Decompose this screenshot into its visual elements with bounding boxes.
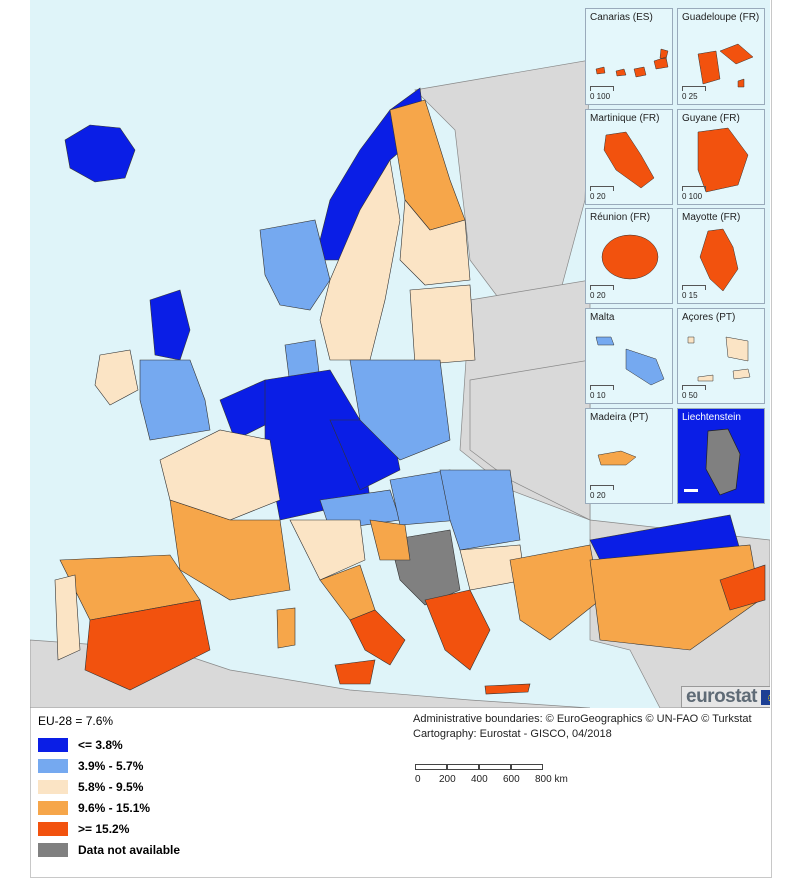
inset-madeira-shape	[597, 450, 637, 466]
map-legend: EU-28 = 7.6% <= 3.8% 3.9% - 5.7% 5.8% - 9.…	[38, 714, 180, 860]
inset-canarias-title: Canarias (ES)	[590, 12, 653, 23]
scale-tick-label: 400	[471, 774, 488, 785]
region-iceland	[64, 124, 136, 183]
region-uk-north	[149, 289, 191, 361]
legend-item: Data not available	[38, 839, 180, 860]
inset-guyane-scale: 0 100	[682, 192, 703, 201]
legend-eu-average: EU-28 = 7.6%	[38, 714, 114, 728]
inset-mayotte-title: Mayotte (FR)	[682, 212, 741, 223]
region-sicily	[334, 659, 376, 685]
inset-reunion: Réunion (FR) 0 20	[585, 208, 673, 304]
inset-martinique-title: Martinique (FR)	[590, 113, 660, 124]
region-uk-south	[139, 359, 211, 441]
inset-mayotte-shape	[699, 228, 739, 292]
region-turkey-central	[589, 544, 761, 651]
region-portugal	[54, 574, 81, 661]
map-credits: Administrative boundaries: © EuroGeograp…	[413, 712, 752, 742]
inset-canarias: Canarias (ES) 0 100	[585, 8, 673, 105]
legend-item: 5.8% - 9.5%	[38, 776, 180, 797]
inset-liechtenstein-shape	[684, 428, 741, 496]
region-crete	[484, 683, 531, 695]
eu-flag-icon	[760, 689, 770, 705]
inset-reunion-scale: 0 20	[590, 291, 606, 300]
region-ireland	[94, 349, 139, 406]
inset-canarias-shape	[595, 48, 669, 78]
inset-martinique: Martinique (FR) 0 20	[585, 109, 673, 205]
legend-swatch	[38, 737, 68, 752]
inset-malta-shape	[595, 336, 665, 386]
credits-cartography: Cartography: Eurostat - GISCO, 04/2018	[413, 728, 612, 740]
legend-item: <= 3.8%	[38, 734, 180, 755]
legend-swatch	[38, 842, 68, 857]
europe-map	[30, 59, 770, 708]
eurostat-logo: eurostat	[681, 686, 770, 708]
inset-mayotte-scale: 0 15	[682, 291, 698, 300]
inset-madeira: Madeira (PT) 0 20	[585, 408, 673, 504]
inset-madeira-title: Madeira (PT)	[590, 412, 649, 423]
legend-label: Data not available	[78, 842, 181, 857]
region-greece	[424, 589, 491, 671]
legend-swatch	[38, 779, 68, 794]
inset-guyane-shape	[697, 127, 749, 193]
scale-bar: 0 200 400 600 800 km	[415, 764, 595, 788]
inset-acores: Açores (PT) 0 50	[677, 308, 765, 404]
legend-label: 9.6% - 15.1%	[78, 800, 151, 815]
legend-label: 5.8% - 9.5%	[78, 779, 144, 794]
legend-label: 3.9% - 5.7%	[78, 758, 144, 773]
legend-swatch	[38, 800, 68, 815]
inset-guyane: Guyane (FR) 0 100	[677, 109, 765, 205]
inset-liechtenstein-title: Liechtenstein	[682, 412, 741, 423]
region-turkey-west	[509, 544, 601, 641]
scale-tick-label: 800 km	[535, 774, 568, 785]
inset-madeira-scale: 0 20	[590, 491, 606, 500]
inset-guadeloupe: Guadeloupe (FR) 0 25	[677, 8, 765, 105]
region-sardinia	[276, 607, 296, 649]
eurostat-logo-text: eurostat	[686, 686, 757, 707]
land-ukraine	[469, 359, 591, 521]
inset-guadeloupe-shape	[697, 43, 754, 88]
legend-label: >= 15.2%	[78, 821, 130, 836]
legend-item: >= 15.2%	[38, 818, 180, 839]
inset-liechtenstein: Liechtenstein	[677, 408, 765, 504]
legend-label: <= 3.8%	[78, 737, 123, 752]
inset-malta-title: Malta	[590, 312, 615, 323]
scale-bar-ruler	[415, 764, 543, 772]
inset-acores-shape	[687, 336, 751, 382]
legend-item: 3.9% - 5.7%	[38, 755, 180, 776]
scale-tick-label: 600	[503, 774, 520, 785]
scale-tick-label: 200	[439, 774, 456, 785]
inset-martinique-scale: 0 20	[590, 192, 606, 201]
region-norway-south	[259, 219, 331, 311]
legend-item: 9.6% - 15.1%	[38, 797, 180, 818]
legend-classes: <= 3.8% 3.9% - 5.7% 5.8% - 9.5% 9.6% - 15.1…	[38, 734, 180, 860]
region-italy-south	[349, 609, 406, 666]
inset-guyane-title: Guyane (FR)	[682, 113, 740, 124]
inset-reunion-title: Réunion (FR)	[590, 212, 651, 223]
region-croatia	[369, 519, 411, 561]
scale-bar-labels: 0 200 400 600 800 km	[415, 774, 595, 788]
inset-mayotte: Mayotte (FR) 0 15	[677, 208, 765, 304]
region-baltics	[409, 284, 476, 366]
region-turkey-east	[719, 564, 766, 611]
inset-canarias-scale: 0 100	[590, 92, 611, 101]
region-finland-south	[399, 199, 471, 286]
inset-guadeloupe-scale: 0 25	[682, 92, 698, 101]
region-spain-south	[84, 599, 211, 691]
scale-tick-label: 0	[415, 774, 421, 785]
inset-malta: Malta 0 10	[585, 308, 673, 404]
inset-malta-scale: 0 10	[590, 391, 606, 400]
legend-swatch	[38, 821, 68, 836]
inset-guadeloupe-title: Guadeloupe (FR)	[682, 12, 760, 23]
region-poland	[349, 359, 451, 461]
map-area: Canarias (ES) 0 100 Guadeloupe (FR) 0 25…	[30, 0, 770, 708]
region-sweden	[319, 159, 401, 361]
region-romania	[439, 469, 521, 551]
inset-acores-scale: 0 50	[682, 391, 698, 400]
region-italy-north	[289, 519, 366, 581]
legend-swatch	[38, 758, 68, 773]
inset-reunion-shape	[601, 234, 659, 280]
credits-boundaries: Administrative boundaries: © EuroGeograp…	[413, 713, 752, 725]
inset-acores-title: Açores (PT)	[682, 312, 736, 323]
inset-martinique-shape	[603, 131, 655, 189]
